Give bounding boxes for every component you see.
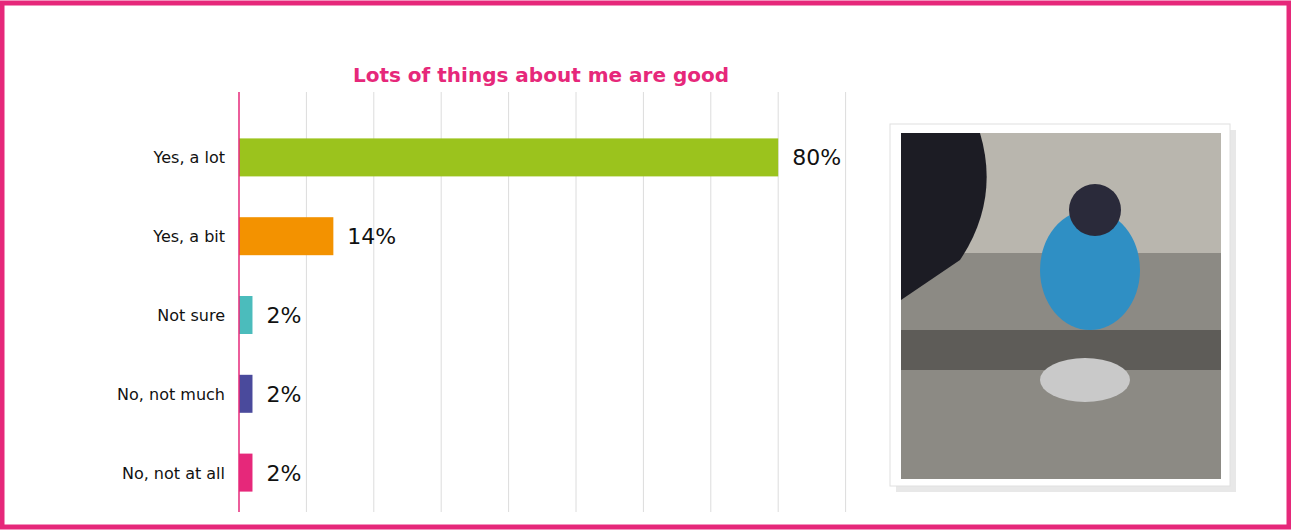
photo-bowl xyxy=(1040,358,1130,402)
photo xyxy=(901,133,1221,479)
photo-bg xyxy=(901,133,1221,479)
bar xyxy=(239,375,252,413)
data-label: 14% xyxy=(347,224,396,249)
data-label: 2% xyxy=(266,461,301,486)
bar xyxy=(239,138,778,176)
photo-frame xyxy=(890,124,1230,486)
category-label: No, not much xyxy=(117,385,225,404)
photo-shadow xyxy=(896,130,1236,492)
bar xyxy=(239,217,333,255)
chart: Lots of things about me are good Yes, a l… xyxy=(0,0,1291,530)
category-label: Not sure xyxy=(157,306,225,325)
photo-foreground xyxy=(901,133,987,300)
bar xyxy=(239,296,252,334)
title: Lots of things about me are good xyxy=(353,63,729,87)
category-label: Yes, a lot xyxy=(153,148,225,167)
bars xyxy=(239,138,778,491)
axis-line xyxy=(238,92,240,512)
category-label: Yes, a bit xyxy=(152,227,225,246)
category-label: No, not at all xyxy=(122,464,225,483)
data-label: 80% xyxy=(792,145,841,170)
photo-cap xyxy=(1069,184,1121,236)
data-label: 2% xyxy=(266,303,301,328)
bar xyxy=(239,454,252,492)
grid-line xyxy=(845,92,846,512)
frame xyxy=(2,3,1289,527)
data-label: 2% xyxy=(266,382,301,407)
labels: Yes, a lot 80% Yes, a bit 14% Not sure 2% No, … xyxy=(117,145,841,485)
